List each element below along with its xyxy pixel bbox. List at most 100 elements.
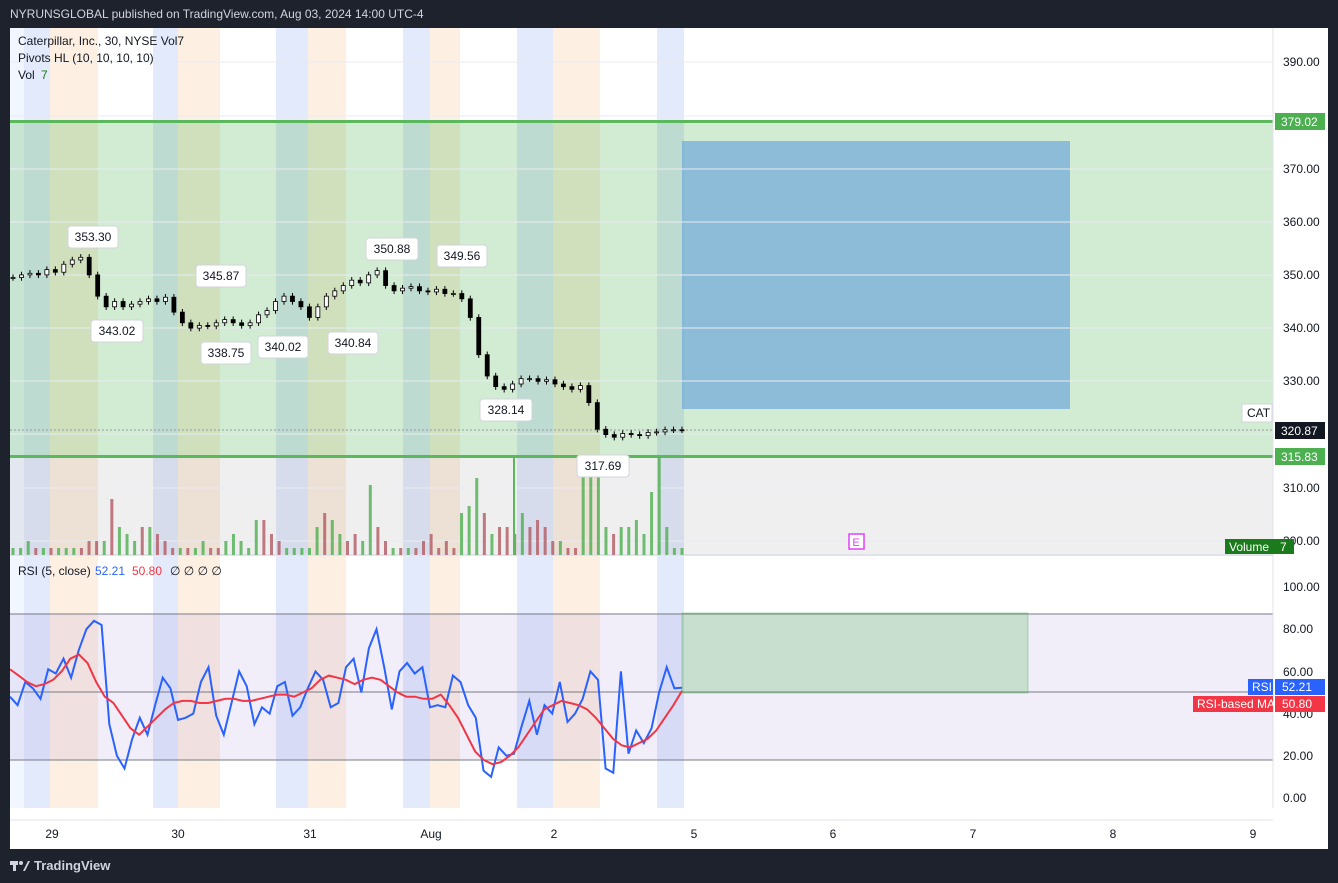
candle-body [484, 354, 490, 377]
volume-bar [117, 527, 121, 555]
pivot-low-label: 317.69 [576, 454, 630, 478]
rsi-line [10, 619, 683, 779]
volume-bar [346, 541, 349, 555]
volume-bar [422, 541, 426, 555]
footer-bar: TradingView [0, 849, 1338, 883]
volume-bar [155, 534, 159, 555]
volume-bar [148, 527, 152, 555]
candle-body [36, 272, 41, 276]
volume-bar [650, 492, 654, 555]
candle-body [628, 433, 634, 435]
volume-bar [247, 548, 251, 555]
candle-body [154, 298, 160, 302]
volume-bar [19, 548, 23, 555]
rsi-ma-tag: RSI-based MA [1197, 697, 1275, 711]
volume-bar [634, 520, 638, 555]
earnings-marker[interactable]: E [848, 533, 865, 550]
candle-body [611, 434, 617, 438]
candle-body [357, 279, 363, 284]
volume-bar [399, 548, 403, 555]
volume-bar [414, 548, 418, 555]
volume-bar [384, 541, 388, 555]
candle-body [620, 433, 626, 438]
pivot-high-label: 353.30 [67, 225, 119, 249]
publish-text: NYRUNSGLOBAL published on TradingView.co… [10, 7, 424, 21]
chart-svg[interactable]: 353.30 343.02 345.87 338.75 340.02 340.8… [10, 28, 1328, 849]
candle-body [374, 270, 380, 276]
candle-body [179, 311, 185, 324]
volume-bars [11, 457, 684, 555]
pivot-low-label: 340.84 [327, 331, 379, 355]
time-label: Aug [420, 827, 441, 841]
volume-bar [330, 520, 334, 555]
candle-body [213, 322, 219, 327]
candle-body [400, 287, 405, 292]
price-legend[interactable]: Caterpillar, Inc., 30, NYSE Vol7 Pivots … [18, 34, 184, 82]
candle-body [332, 290, 338, 297]
volume-bar [475, 478, 479, 555]
volume-bar [353, 534, 357, 555]
candle-body [103, 295, 109, 308]
candle-body [146, 298, 151, 302]
candles [10, 254, 685, 441]
volume-bar [64, 548, 68, 555]
price-tags: 379.02 315.83 320.87 CAT Volume 7 [1225, 113, 1325, 554]
candle-body [637, 434, 643, 437]
candle-body [544, 379, 549, 382]
volume-bar [231, 534, 235, 555]
rsi-tick: 20.00 [1283, 749, 1313, 763]
chart-area[interactable]: 353.30 343.02 345.87 338.75 340.02 340.8… [10, 28, 1328, 849]
candle-body [383, 270, 389, 286]
time-label: 31 [303, 827, 317, 841]
candle-body [239, 322, 245, 326]
volume-bar [315, 527, 319, 555]
candle-body [476, 317, 482, 356]
candle-body [442, 288, 448, 294]
time-label: 5 [691, 827, 698, 841]
pivot-low-label: 340.02 [257, 335, 309, 359]
volume-bar [110, 499, 114, 555]
candle-body [247, 322, 253, 326]
volume-bar [11, 548, 15, 555]
candle-body [27, 272, 33, 276]
candle-body [467, 298, 473, 318]
candle-body [450, 293, 456, 295]
volume-bar [34, 548, 38, 555]
volume-bar [467, 506, 471, 555]
candle-body [95, 274, 101, 297]
price-tick: 350.00 [1283, 268, 1320, 282]
volume-bar [444, 541, 448, 555]
volume-bar [596, 471, 600, 555]
svg-text:340.84: 340.84 [335, 336, 372, 350]
volume-bar [186, 548, 190, 555]
candle-body [459, 293, 465, 300]
volume-bar [57, 548, 61, 555]
upper-line-price-tag: 379.02 [1281, 115, 1318, 129]
volume-bar [642, 534, 646, 555]
range-zone [10, 123, 1273, 458]
candle-body [196, 325, 202, 329]
candle-body [340, 285, 346, 292]
candle-body [112, 301, 118, 308]
tradingview-brand[interactable]: TradingView [34, 858, 111, 873]
symbol-legend: Caterpillar, Inc., 30, NYSE Vol7 [18, 34, 184, 48]
candle-body [44, 269, 50, 276]
volume-bar [406, 548, 410, 555]
volume-bar [528, 527, 532, 555]
volume-bar [163, 541, 167, 555]
rsi-pane[interactable] [10, 612, 1273, 779]
volume-bar [520, 513, 524, 555]
volume-bar [49, 548, 53, 555]
rsi-legend-label: RSI (5, close) [18, 564, 91, 578]
rsi-projection-box [681, 612, 1029, 694]
tradingview-logo-icon [10, 861, 30, 871]
rsi-legend[interactable]: RSI (5, close) 52.21 50.80 ∅ ∅ ∅ ∅ [18, 564, 222, 578]
candle-body [434, 288, 439, 293]
candle-body [577, 385, 583, 390]
volume-bar [490, 534, 494, 555]
candle-body [205, 325, 211, 327]
svg-text:343.02: 343.02 [99, 324, 136, 338]
volume-bar [87, 541, 91, 555]
volume-bar [338, 534, 342, 555]
price-tick: 310.00 [1283, 481, 1320, 495]
